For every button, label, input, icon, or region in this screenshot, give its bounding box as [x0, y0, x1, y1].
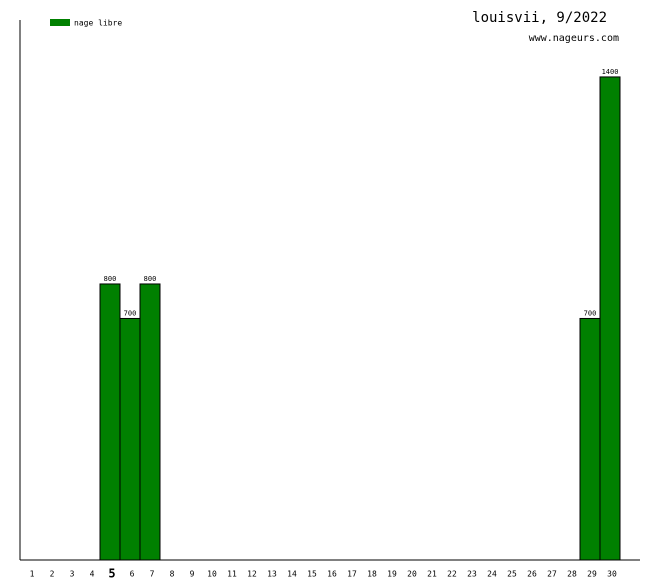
x-tick-label: 6	[130, 570, 135, 579]
x-tick-label: 12	[247, 570, 257, 579]
x-tick-label: 4	[90, 570, 95, 579]
x-tick-label: 20	[407, 570, 417, 579]
legend-label: nage libre	[74, 19, 122, 28]
value-label: 700	[584, 309, 597, 317]
x-tick-label: 11	[227, 570, 237, 579]
x-tick-label: 16	[327, 570, 337, 579]
x-tick-label: 3	[70, 570, 75, 579]
bar	[599, 76, 621, 561]
x-tick-label: 10	[207, 570, 217, 579]
x-tick-label: 25	[507, 570, 517, 579]
x-tick-label: 14	[287, 570, 297, 579]
value-label: 800	[104, 275, 117, 283]
bar	[119, 317, 141, 561]
bar	[579, 317, 601, 561]
bar	[139, 283, 161, 561]
x-tick-label: 2	[50, 570, 55, 579]
x-tick-label: 21	[427, 570, 437, 579]
x-tick-label: 30	[607, 570, 617, 579]
x-tick-label: 13	[267, 570, 277, 579]
x-tick-label: 27	[547, 570, 557, 579]
x-tick-label: 19	[387, 570, 397, 579]
x-tick-label: 18	[367, 570, 377, 579]
x-tick-label: 29	[587, 570, 597, 579]
x-tick-label: 7	[150, 570, 155, 579]
x-tick-label: 22	[447, 570, 457, 579]
value-label: 700	[124, 309, 137, 317]
x-tick-label: 15	[307, 570, 317, 579]
value-label: 1400	[602, 68, 619, 76]
x-tick-label: 8	[170, 570, 175, 579]
x-tick-label: 5	[108, 567, 115, 580]
x-tick-label: 24	[487, 570, 497, 579]
value-label: 800	[144, 275, 157, 283]
chart-title: louisvii, 9/2022	[472, 10, 607, 26]
legend-swatch	[50, 19, 70, 26]
x-tick-label: 1	[30, 570, 35, 579]
bar	[99, 283, 121, 561]
x-tick-label: 28	[567, 570, 577, 579]
x-tick-label: 23	[467, 570, 477, 579]
x-tick-label: 17	[347, 570, 357, 579]
x-tick-label: 9	[190, 570, 195, 579]
x-tick-label: 26	[527, 570, 537, 579]
chart-subtitle: www.nageurs.com	[529, 33, 619, 44]
